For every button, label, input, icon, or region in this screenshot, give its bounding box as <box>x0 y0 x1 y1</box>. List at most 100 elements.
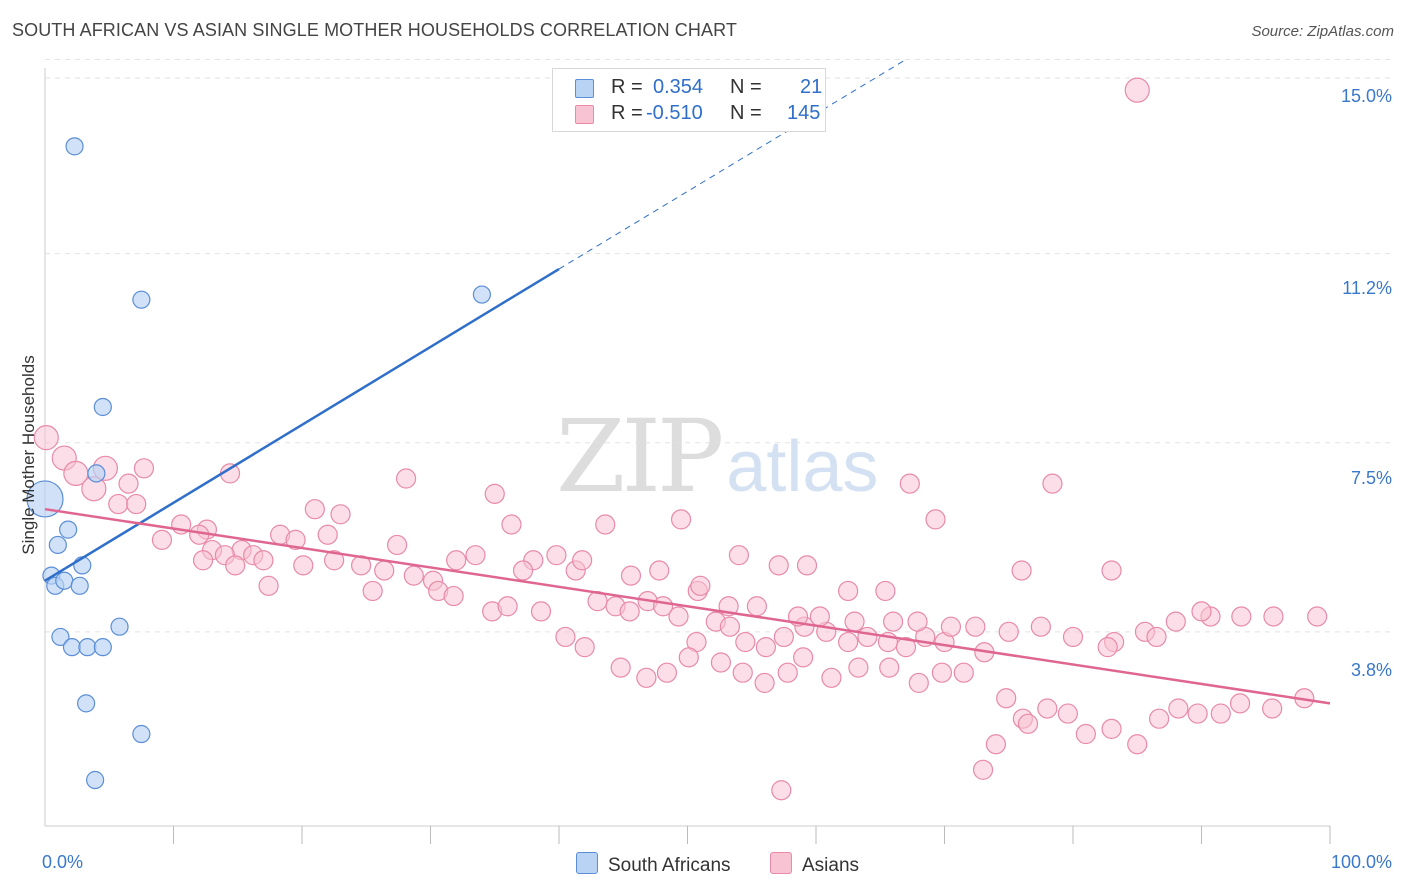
asian-data-point <box>1165 611 1186 632</box>
asian-data-point <box>574 637 595 658</box>
watermark: ZIPatlas <box>556 398 878 515</box>
south-african-data-point <box>26 480 64 518</box>
asian-data-point <box>728 545 750 566</box>
y-tick-label: 11.2% <box>1342 278 1392 298</box>
south-african-data-point <box>48 535 67 555</box>
asian-data-point <box>755 637 776 658</box>
asian-data-point <box>773 626 794 648</box>
south-african-data-point <box>110 617 129 636</box>
asian-data-point <box>965 616 986 637</box>
asian-data-point <box>1127 734 1148 755</box>
asian-data-point <box>793 647 814 668</box>
asian-data-point <box>501 514 522 535</box>
asian-data-point <box>719 616 741 637</box>
asian-data-point <box>192 550 214 571</box>
asian-data-point <box>1307 606 1328 627</box>
asians-swatch <box>575 105 594 124</box>
asian-data-point <box>374 560 395 581</box>
asians-legend-swatch <box>770 852 792 874</box>
south-african-data-point <box>55 571 74 590</box>
asian-data-point <box>732 662 753 683</box>
asian-data-point <box>126 493 147 515</box>
south-africans-trend-extension <box>558 59 907 270</box>
asian-data-point <box>777 662 798 683</box>
n-value: 21 <box>800 76 823 98</box>
asian-data-point <box>1042 473 1063 494</box>
south-african-data-point <box>132 290 151 309</box>
asian-data-point <box>1057 703 1078 724</box>
correlation-legend: R = 0.354 N = 21 R = -0.510 N = 145 <box>552 68 826 132</box>
asian-data-point <box>1062 626 1084 648</box>
south-african-data-point <box>51 627 70 647</box>
asian-data-point <box>1168 698 1189 719</box>
asian-data-point <box>1262 698 1283 719</box>
asian-data-point <box>1263 606 1284 627</box>
asian-data-point <box>33 425 59 451</box>
asian-data-point <box>844 611 865 632</box>
asian-data-point <box>108 493 129 515</box>
asian-data-point <box>330 504 351 525</box>
asian-data-point <box>610 657 631 678</box>
r-label: R = <box>611 76 643 98</box>
chart-title: SOUTH AFRICAN VS ASIAN SINGLE MOTHER HOU… <box>12 20 737 40</box>
south-african-data-point <box>132 724 151 744</box>
asian-data-point <box>1210 703 1231 724</box>
asian-data-point <box>857 626 878 648</box>
south-african-data-point <box>59 520 78 539</box>
asian-data-point <box>879 657 900 678</box>
asian-data-point <box>953 662 974 683</box>
south-african-data-point <box>62 638 82 657</box>
asian-data-point <box>258 575 279 596</box>
asian-data-point <box>1148 708 1170 729</box>
asian-data-point <box>996 688 1017 709</box>
source-credit: Source: ZipAtlas.com <box>1251 23 1394 40</box>
south-african-data-point <box>93 397 112 417</box>
asian-data-point <box>710 652 732 673</box>
asian-data-point <box>678 647 699 668</box>
asian-data-point <box>1124 77 1150 103</box>
asian-data-point <box>443 585 464 607</box>
asian-data-point <box>446 550 467 571</box>
asian-data-point <box>465 545 486 566</box>
axes <box>44 68 1331 844</box>
south-africans-swatch <box>575 79 594 98</box>
asian-data-point <box>796 555 818 576</box>
asian-data-point <box>1017 713 1039 734</box>
asian-data-point <box>882 611 904 632</box>
asian-data-point <box>285 529 306 550</box>
asian-data-point <box>925 509 946 530</box>
asian-data-point <box>304 499 325 520</box>
asian-data-point <box>362 580 383 602</box>
south-african-data-point <box>78 638 97 657</box>
watermark-zip: ZIP <box>556 398 724 515</box>
asian-data-point <box>1101 560 1122 581</box>
y-tick-label: 3.8% <box>1350 660 1392 680</box>
south-africans-trend-line <box>44 267 560 582</box>
asian-data-point <box>484 483 505 504</box>
asian-data-point <box>555 626 576 648</box>
asian-data-point <box>151 529 173 550</box>
asian-data-point <box>972 759 994 780</box>
asian-data-point <box>908 672 929 694</box>
asian-data-point <box>768 555 789 576</box>
asian-data-point <box>1229 693 1251 714</box>
asian-data-point <box>619 601 640 622</box>
south-africans-legend-swatch <box>576 852 598 874</box>
asian-data-point <box>403 565 424 586</box>
asian-data-point <box>133 458 155 479</box>
asian-data-point <box>838 631 859 653</box>
y-tick-label: 15.0% <box>1340 86 1392 106</box>
south-african-data-point <box>70 576 89 595</box>
n-label: N = <box>730 76 762 98</box>
asian-data-point <box>656 662 678 683</box>
south-african-data-point <box>93 638 112 657</box>
asian-data-point <box>895 637 917 658</box>
asian-data-point <box>317 524 338 545</box>
asian-data-point <box>1191 601 1212 622</box>
asian-data-point <box>293 555 314 576</box>
asian-data-point <box>636 667 657 688</box>
legend-label: Asians <box>802 855 860 876</box>
asian-data-point <box>735 631 756 653</box>
asian-data-point <box>838 580 859 602</box>
asian-data-point <box>1187 703 1208 724</box>
